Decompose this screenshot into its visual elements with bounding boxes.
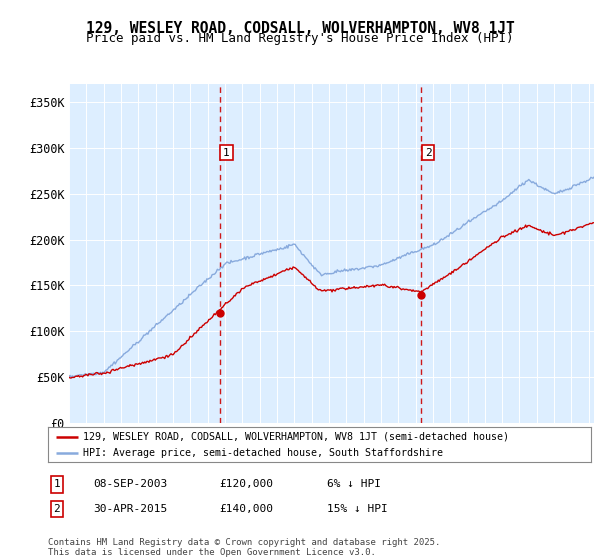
Text: 1: 1: [53, 479, 61, 489]
Text: 6% ↓ HPI: 6% ↓ HPI: [327, 479, 381, 489]
Text: £140,000: £140,000: [219, 504, 273, 514]
Text: £120,000: £120,000: [219, 479, 273, 489]
Text: 1: 1: [223, 148, 230, 158]
Text: 2: 2: [53, 504, 61, 514]
Text: 2: 2: [425, 148, 431, 158]
Text: Price paid vs. HM Land Registry's House Price Index (HPI): Price paid vs. HM Land Registry's House …: [86, 32, 514, 45]
Text: 129, WESLEY ROAD, CODSALL, WOLVERHAMPTON, WV8 1JT: 129, WESLEY ROAD, CODSALL, WOLVERHAMPTON…: [86, 21, 514, 36]
Text: 30-APR-2015: 30-APR-2015: [93, 504, 167, 514]
Text: 08-SEP-2003: 08-SEP-2003: [93, 479, 167, 489]
Text: 15% ↓ HPI: 15% ↓ HPI: [327, 504, 388, 514]
Text: 129, WESLEY ROAD, CODSALL, WOLVERHAMPTON, WV8 1JT (semi-detached house): 129, WESLEY ROAD, CODSALL, WOLVERHAMPTON…: [83, 432, 509, 442]
Text: Contains HM Land Registry data © Crown copyright and database right 2025.
This d: Contains HM Land Registry data © Crown c…: [48, 538, 440, 557]
Text: HPI: Average price, semi-detached house, South Staffordshire: HPI: Average price, semi-detached house,…: [83, 449, 443, 458]
